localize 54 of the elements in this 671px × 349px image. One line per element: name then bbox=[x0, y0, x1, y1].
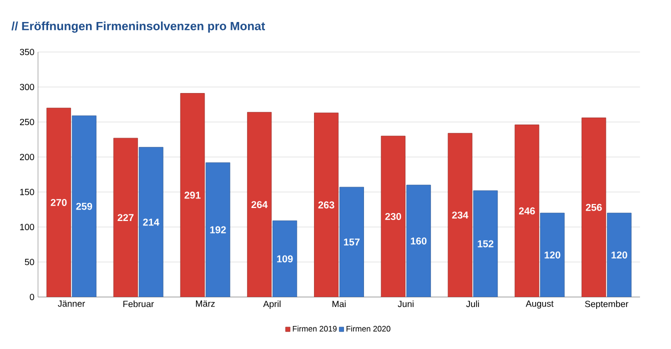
data-label: 270 bbox=[50, 198, 67, 206]
bar bbox=[314, 112, 339, 297]
data-label: 157 bbox=[344, 238, 360, 246]
data-label: 230 bbox=[385, 212, 402, 220]
x-tick-label: Juni bbox=[398, 300, 414, 308]
y-tick-label: 300 bbox=[20, 84, 34, 90]
data-label: 109 bbox=[277, 255, 293, 262]
data-label: 214 bbox=[143, 218, 160, 226]
x-tick-label: April bbox=[263, 300, 280, 309]
x-tick-label: Mai bbox=[332, 300, 346, 308]
bar bbox=[540, 212, 565, 297]
data-label: 256 bbox=[586, 204, 602, 211]
y-tick-label: 0 bbox=[30, 294, 34, 300]
data-label: 291 bbox=[184, 192, 201, 199]
y-tick-label: 100 bbox=[20, 224, 34, 230]
bar bbox=[380, 136, 406, 297]
bar bbox=[607, 212, 632, 297]
bar bbox=[448, 133, 472, 297]
x-tick-label: August bbox=[526, 300, 554, 309]
bar bbox=[138, 147, 164, 297]
x-tick-label: September bbox=[585, 300, 628, 309]
data-label: 152 bbox=[478, 240, 494, 248]
chart-title: // Eröffnungen Firmeninsolvenzen pro Monat bbox=[12, 22, 265, 33]
y-tick-label: 250 bbox=[20, 118, 34, 126]
bar bbox=[473, 190, 498, 297]
bar bbox=[113, 138, 138, 297]
bar bbox=[406, 184, 431, 297]
data-label: 227 bbox=[118, 214, 134, 222]
data-label: 234 bbox=[452, 212, 468, 219]
bar bbox=[247, 112, 272, 297]
data-label: 263 bbox=[318, 201, 334, 208]
x-tick-label: Jänner bbox=[58, 300, 86, 307]
bar bbox=[72, 116, 96, 297]
x-tick-label: Juli bbox=[466, 300, 479, 308]
y-tick-label: 150 bbox=[20, 188, 34, 196]
y-tick-label: 200 bbox=[20, 154, 34, 160]
bar bbox=[339, 186, 364, 297]
bar bbox=[272, 220, 298, 297]
data-label: 160 bbox=[410, 237, 427, 245]
bar bbox=[582, 118, 606, 297]
x-tick-label: Februar bbox=[123, 300, 154, 308]
data-label: 246 bbox=[518, 207, 535, 214]
bar bbox=[46, 108, 71, 297]
data-label: 192 bbox=[210, 226, 226, 234]
y-tick-label: 350 bbox=[20, 48, 34, 56]
data-label: 264 bbox=[251, 201, 268, 208]
x-tick-label: März bbox=[196, 300, 215, 307]
y-tick-label: 50 bbox=[24, 258, 34, 266]
bar bbox=[180, 93, 205, 297]
data-label: 259 bbox=[76, 202, 92, 210]
bar bbox=[206, 162, 230, 297]
data-label: 120 bbox=[612, 251, 628, 259]
bar bbox=[514, 124, 540, 297]
data-label: 120 bbox=[544, 251, 560, 259]
